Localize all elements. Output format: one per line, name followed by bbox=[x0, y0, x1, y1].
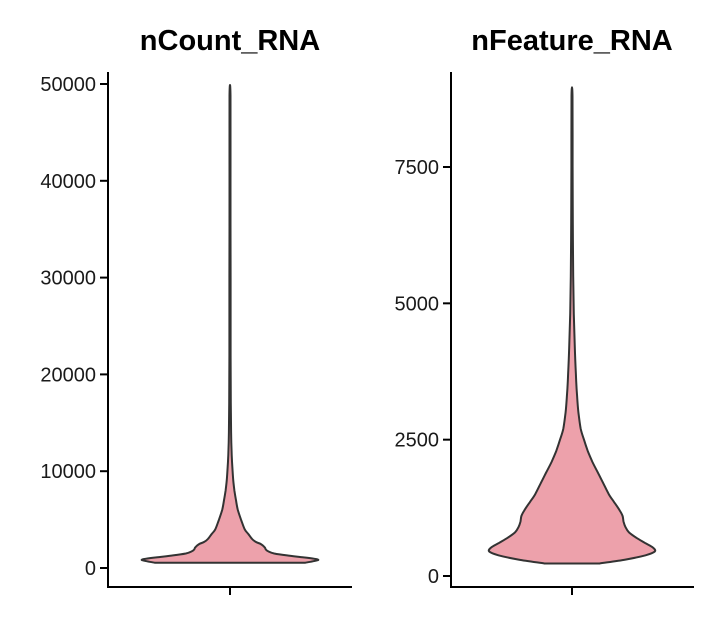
y-axis-tick-label: 20000 bbox=[40, 364, 96, 386]
violin-shape-nfeature-rna bbox=[487, 86, 657, 565]
y-axis-tick-label: 7500 bbox=[395, 157, 440, 179]
y-axis-tick-label: 2500 bbox=[395, 430, 440, 452]
y-axis-tick-label: 0 bbox=[428, 566, 439, 588]
y-axis-tick-label: 5000 bbox=[395, 293, 440, 315]
panel-ncount-rna: nCount_RNA 0 10000 20000 30000 40000 50000 bbox=[40, 25, 352, 595]
panel-title: nCount_RNA bbox=[140, 25, 320, 57]
panel-nfeature-rna: nFeature_RNA 0 2500 5000 7500 bbox=[395, 25, 694, 595]
violin-shape-ncount-rna bbox=[140, 83, 320, 564]
y-axis-tick-label: 50000 bbox=[40, 74, 96, 96]
y-axis-tick-label: 30000 bbox=[40, 268, 96, 290]
y-axis-tick-label: 40000 bbox=[40, 171, 96, 193]
y-axis-tick-label: 10000 bbox=[40, 461, 96, 483]
panel-title: nFeature_RNA bbox=[471, 25, 672, 57]
y-axis-ticks: 0 2500 5000 7500 bbox=[395, 157, 451, 588]
y-axis-ticks: 0 10000 20000 30000 40000 50000 bbox=[40, 74, 108, 580]
y-axis-tick-label: 0 bbox=[85, 558, 96, 580]
